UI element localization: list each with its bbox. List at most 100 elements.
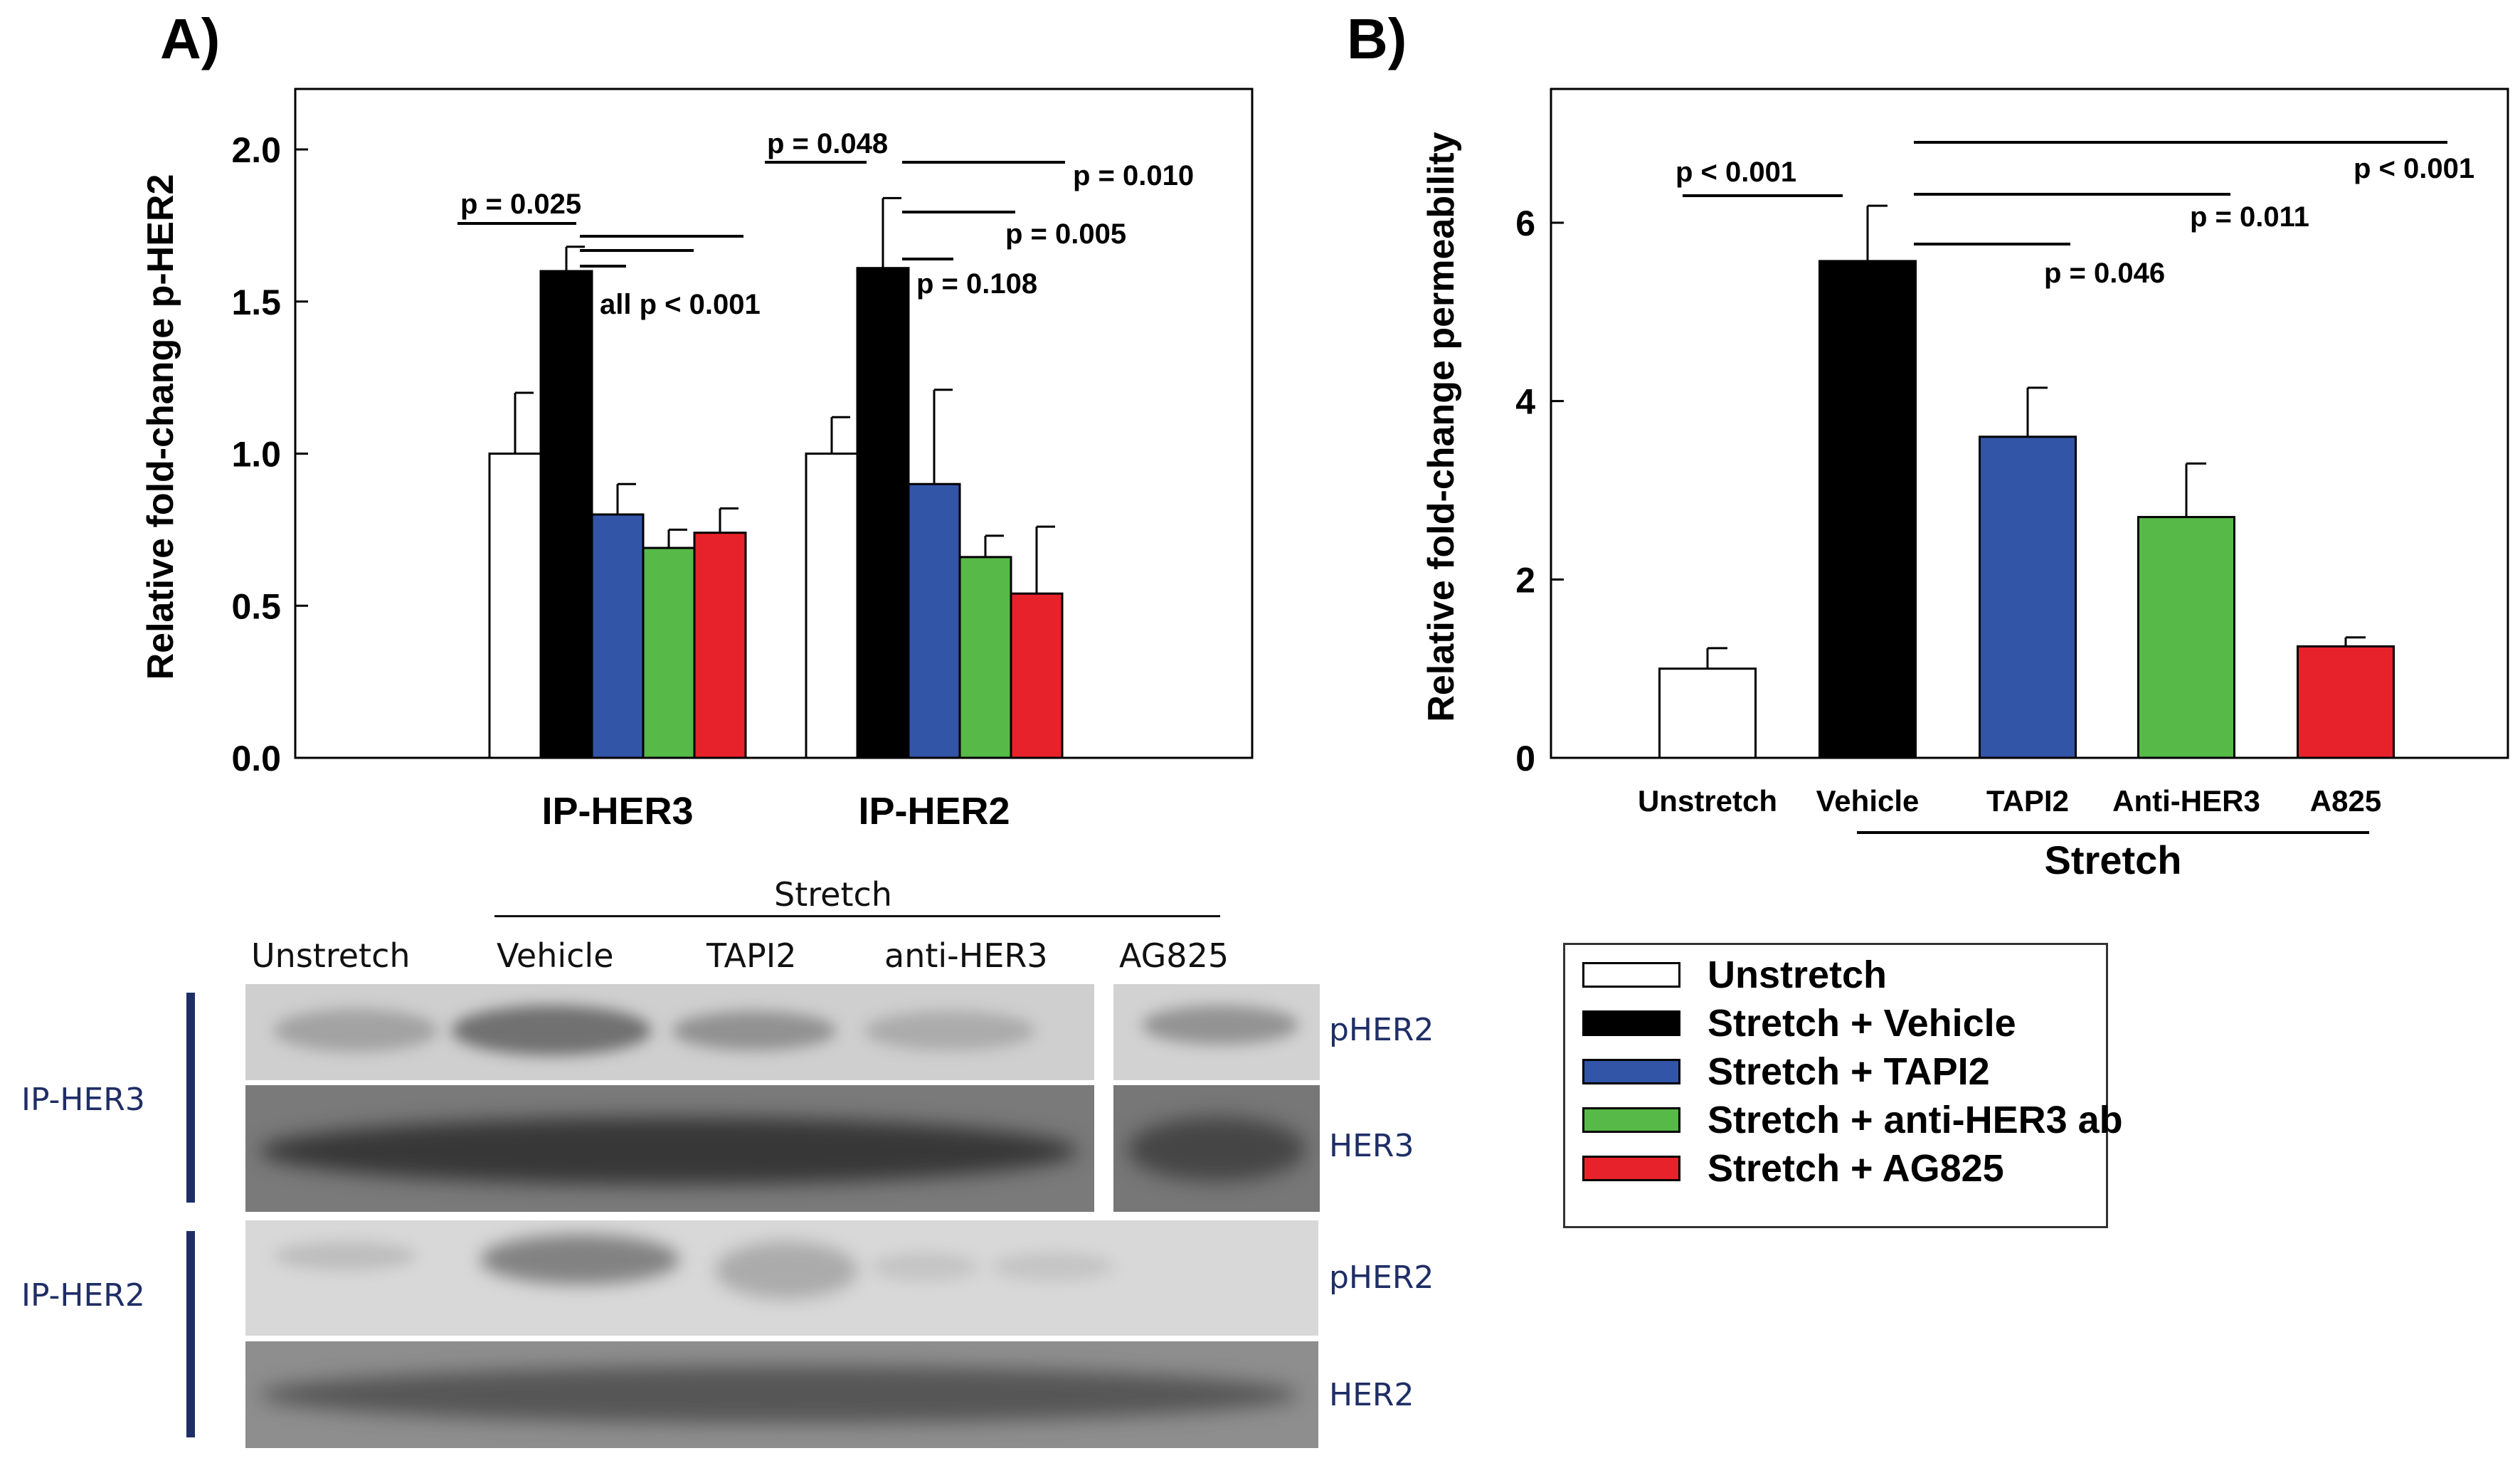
annotation-p-0005: p = 0.005 [1005, 218, 1126, 250]
annotation-p-0025: p = 0.025 [460, 189, 581, 220]
legend-label: Unstretch [1708, 954, 1888, 996]
legend-swatch [1582, 962, 1680, 988]
legend-item-vehicle: Stretch + Vehicle [1582, 1002, 2016, 1045]
legend-item-unstretch: Unstretch [1582, 954, 1887, 996]
blot-stretch-line [494, 915, 1220, 917]
y-tick-label: 0 [1515, 739, 1535, 778]
bar-0-1 [805, 453, 859, 759]
y-tick-label: 2.0 [231, 130, 281, 170]
category-label: Anti-HER3 [2112, 784, 2260, 818]
y-tick-label: 0.0 [231, 739, 281, 778]
blot-panel-pher2-her2ip [245, 1220, 1318, 1336]
legend-label: Stretch + anti-HER3 ab [1708, 1099, 2123, 1141]
blot-lane-unstretch: Unstretch [251, 936, 411, 975]
legend-swatch [1582, 1010, 1680, 1036]
blot-band [480, 1235, 679, 1284]
blot-row-label-pher2-top: pHER2 [1329, 1012, 1434, 1048]
legend-swatch [1582, 1156, 1680, 1181]
y-tick-label: 2 [1515, 560, 1535, 600]
annotation-all-p: all p < 0.001 [600, 289, 761, 320]
panel-b-category-labels: Unstretch Vehicle TAPI2 Anti-HER3 A825 [1638, 784, 2381, 818]
blot-lane-ag825: AG825 [1119, 936, 1229, 975]
panel-a-ylabel: Relative fold-change p-HER2 [140, 174, 181, 680]
annotation-b-p-0001-right: p < 0.001 [2354, 153, 2474, 184]
y-tick-label: 6 [1515, 204, 1535, 243]
bar-3-1 [958, 556, 1012, 759]
blot-band [872, 1252, 978, 1281]
blot-band [274, 1009, 438, 1052]
annotation-b-p-0001-left: p < 0.001 [1675, 157, 1796, 188]
blot-band [672, 1011, 836, 1050]
panel-b-significance [1683, 141, 2447, 245]
blot-band [992, 1252, 1113, 1281]
blot-band [274, 1242, 416, 1270]
bar-4-0 [693, 532, 747, 759]
blot-band [864, 1011, 1035, 1050]
annotation-b-p-0046: p = 0.046 [2044, 258, 2165, 289]
blot-row-label-her3: HER3 [1329, 1128, 1414, 1164]
annotation-b-p-0011: p = 0.011 [2190, 201, 2309, 233]
panel-a-y-ticks: 0.0 0.5 1.0 1.5 2.0 [231, 130, 308, 778]
annotation-p-0010: p = 0.010 [1073, 160, 1194, 191]
group-label: IP-HER3 [541, 790, 693, 833]
blot-band [452, 1005, 651, 1055]
legend-item-tapi2: Stretch + TAPI2 [1582, 1050, 1990, 1093]
panel-a-group-labels: IP-HER3 IP-HER2 [541, 790, 1010, 833]
ip-her2-line [186, 1231, 195, 1437]
bar-1-0 [539, 270, 593, 759]
panel-a-significance [457, 161, 1065, 268]
ip-her3-label: IP-HER3 [21, 1082, 145, 1118]
panel-b-y-ticks: 0 2 4 6 [1515, 204, 1564, 778]
blot-panel-pher2-her3ip-ag825 [1113, 984, 1320, 1080]
y-tick-label: 1.5 [231, 282, 281, 322]
category-label: A825 [2310, 784, 2381, 818]
blot-panel-her2 [245, 1341, 1318, 1448]
blot-panel-her3-ag825 [1113, 1085, 1320, 1212]
panel-a-bars [488, 196, 1064, 759]
legend-item-ag825: Stretch + AG825 [1582, 1147, 2004, 1190]
legend-swatch [1582, 1107, 1680, 1133]
y-tick-label: 4 [1515, 382, 1535, 422]
blot-lane-tapi2: TAPI2 [706, 936, 797, 975]
panel-a-frame [294, 88, 1254, 759]
annotation-p-0108: p = 0.108 [916, 268, 1037, 300]
bar-4 [2297, 645, 2395, 759]
legend-label: Stretch + TAPI2 [1708, 1050, 1990, 1093]
ip-her3-line [186, 993, 195, 1203]
blot-row-label-pher2-bottom: pHER2 [1329, 1260, 1434, 1296]
bar-2-1 [907, 482, 961, 759]
legend-label: Stretch + AG825 [1708, 1147, 2004, 1190]
bar-3-0 [642, 546, 696, 759]
panel-a-label: A) [160, 7, 220, 70]
bar-2-0 [591, 513, 645, 759]
blot-panel-her3 [245, 1085, 1094, 1212]
category-label: TAPI2 [1986, 784, 2069, 818]
bar-4-1 [1010, 592, 1064, 759]
bar-3 [2137, 516, 2235, 759]
bar-1-1 [856, 267, 910, 759]
bar-1 [1818, 260, 1917, 759]
blot-band [1142, 1005, 1298, 1045]
bar-0-0 [488, 453, 542, 759]
y-tick-label: 1.0 [231, 435, 281, 475]
blot-lane-anti-her3: anti-HER3 [884, 936, 1048, 975]
group-label: IP-HER2 [858, 790, 1010, 833]
ip-her2-label: IP-HER2 [21, 1277, 145, 1314]
blot-lane-vehicle: Vehicle [497, 936, 614, 975]
panel-b-bars [1658, 204, 2395, 759]
blot-band [260, 1117, 1078, 1185]
blot-panel-pher2-her3ip [245, 984, 1094, 1080]
category-label: Vehicle [1816, 784, 1920, 818]
legend-label: Stretch + Vehicle [1708, 1002, 2016, 1045]
bar-0 [1658, 667, 1757, 759]
annotation-p-0048: p = 0.048 [767, 128, 888, 159]
bar-2 [1979, 435, 2077, 759]
panel-b-label: B) [1347, 7, 1407, 70]
blot-band [715, 1242, 857, 1299]
blot-stretch-label: Stretch [774, 875, 892, 914]
y-tick-label: 0.5 [231, 586, 281, 626]
blot-band [1128, 1117, 1306, 1181]
legend: Unstretch Stretch + Vehicle Stretch + TA… [1563, 943, 2123, 1228]
blot-band [260, 1366, 1298, 1423]
